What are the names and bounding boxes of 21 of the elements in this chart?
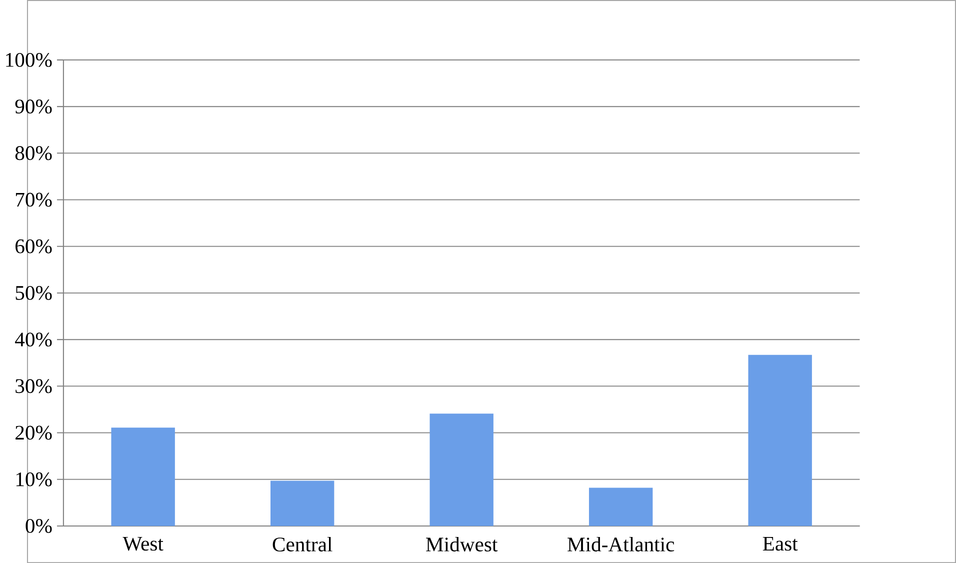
y-tick-label: 0% xyxy=(26,518,52,533)
x-tick-label: East xyxy=(762,536,798,551)
bar xyxy=(588,488,653,526)
bar xyxy=(430,414,494,526)
y-tick-label: 90% xyxy=(15,99,52,114)
x-tick-label: Midwest xyxy=(426,536,498,552)
y-tick-label: 60% xyxy=(16,239,52,254)
y-tick-label: 10% xyxy=(16,472,52,486)
y-tick-label: 80% xyxy=(15,146,52,160)
x-tick-label: Mid-Atlantic xyxy=(568,536,674,552)
x-tick-label: West xyxy=(122,536,164,551)
y-tick-label: 30% xyxy=(16,379,52,394)
y-tick-label: 50% xyxy=(16,286,52,300)
y-tick-label: 20% xyxy=(16,426,52,440)
y-tick-label: 70% xyxy=(16,192,52,207)
x-tick-label: Central xyxy=(272,536,332,552)
y-tick-label: 100% xyxy=(6,52,52,67)
bar xyxy=(748,354,812,526)
bar xyxy=(111,428,175,526)
y-tick-label: 40% xyxy=(15,332,52,346)
bar xyxy=(270,480,334,526)
